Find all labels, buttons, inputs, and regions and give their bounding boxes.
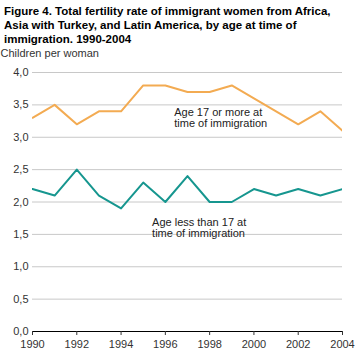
svg-text:3,5: 3,5 (13, 98, 28, 110)
svg-text:1998: 1998 (197, 338, 221, 350)
svg-text:2000: 2000 (242, 338, 266, 350)
svg-text:1996: 1996 (153, 338, 177, 350)
svg-text:2,0: 2,0 (13, 196, 28, 208)
svg-text:1990: 1990 (20, 338, 44, 350)
svg-text:2,5: 2,5 (13, 163, 28, 175)
svg-text:2002: 2002 (286, 338, 310, 350)
svg-text:Age 17 or more attime of immig: Age 17 or more attime of immigration (174, 106, 267, 129)
svg-text:1,5: 1,5 (13, 228, 28, 240)
svg-text:Age less than 17 attime of imm: Age less than 17 attime of immigration (152, 216, 246, 239)
svg-text:1,0: 1,0 (13, 260, 28, 272)
svg-text:1994: 1994 (109, 338, 133, 350)
svg-text:Children per woman: Children per woman (1, 47, 99, 59)
svg-text:4,0: 4,0 (13, 66, 28, 78)
svg-text:2004: 2004 (330, 338, 354, 350)
svg-text:1992: 1992 (65, 338, 89, 350)
svg-text:0,0: 0,0 (13, 325, 28, 337)
html-text:Figure 4. Total fertility rate: Figure 4. Total fertility rate of immigr… (4, 5, 331, 45)
svg-text:0,5: 0,5 (13, 293, 28, 305)
svg-text:3,0: 3,0 (13, 131, 28, 143)
